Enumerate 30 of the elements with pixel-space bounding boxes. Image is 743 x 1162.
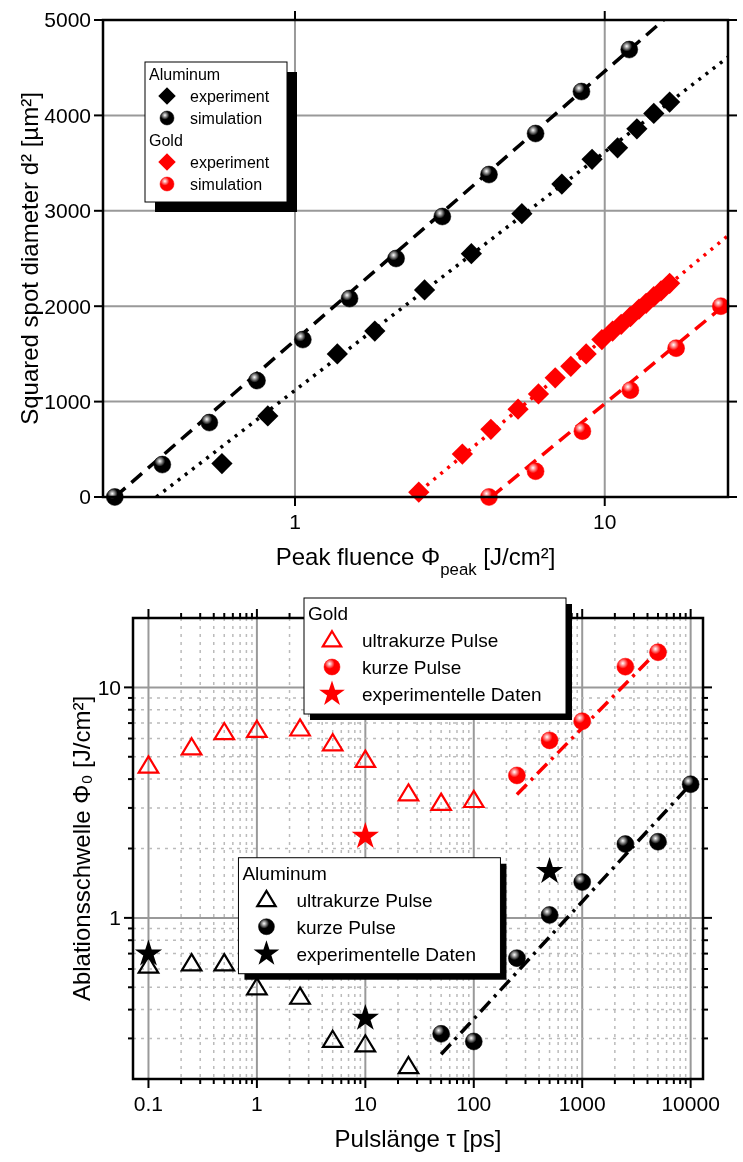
legend-label: experimentelle Daten [296,943,476,965]
y-axis-title: Ablationsschwelle Φ₀ [J/cm²] [68,695,95,1002]
legend-label: simulation [190,110,263,127]
x-tick-label: 1 [251,1092,263,1115]
y-tick-label: 2000 [44,294,91,318]
y-tick-label: 0 [79,485,91,509]
legend-label: experiment [190,88,270,105]
y-tick-label: 3000 [44,199,91,223]
y-tick-label: 4000 [44,103,91,127]
y-tick-label: 5000 [44,8,91,32]
x-tick-label: 1000 [558,1092,606,1115]
legend-label: kurze Pulse [362,657,462,678]
legend-label: ultrakurze Pulse [296,889,433,911]
x-tick-label: 10 [353,1092,378,1115]
legend-label: simulation [190,176,263,193]
annotation: Aluminum [149,66,221,83]
x-axis-title: Peak fluence Φ$_{peak}$ [J/cm²] [275,543,556,579]
y-axis-title: Squared spot diameter d² [µm²] [16,92,43,425]
y-tick-label: 1000 [44,389,91,413]
legend-label: experiment [190,154,270,171]
annotation: Aluminum [242,862,327,884]
x-tick-label: 100 [456,1092,492,1115]
legend-label: experimentelle Daten [362,684,542,705]
legend-label: kurze Pulse [296,916,396,938]
legend-label: ultrakurze Pulse [362,630,499,651]
annotation: Gold [308,603,349,624]
x-tick-label: 0.1 [133,1092,164,1115]
annotation: Gold [149,132,183,149]
x-tick-label: 10000 [661,1092,720,1115]
x-axis-title: Pulslänge τ [ps] [334,1125,502,1152]
